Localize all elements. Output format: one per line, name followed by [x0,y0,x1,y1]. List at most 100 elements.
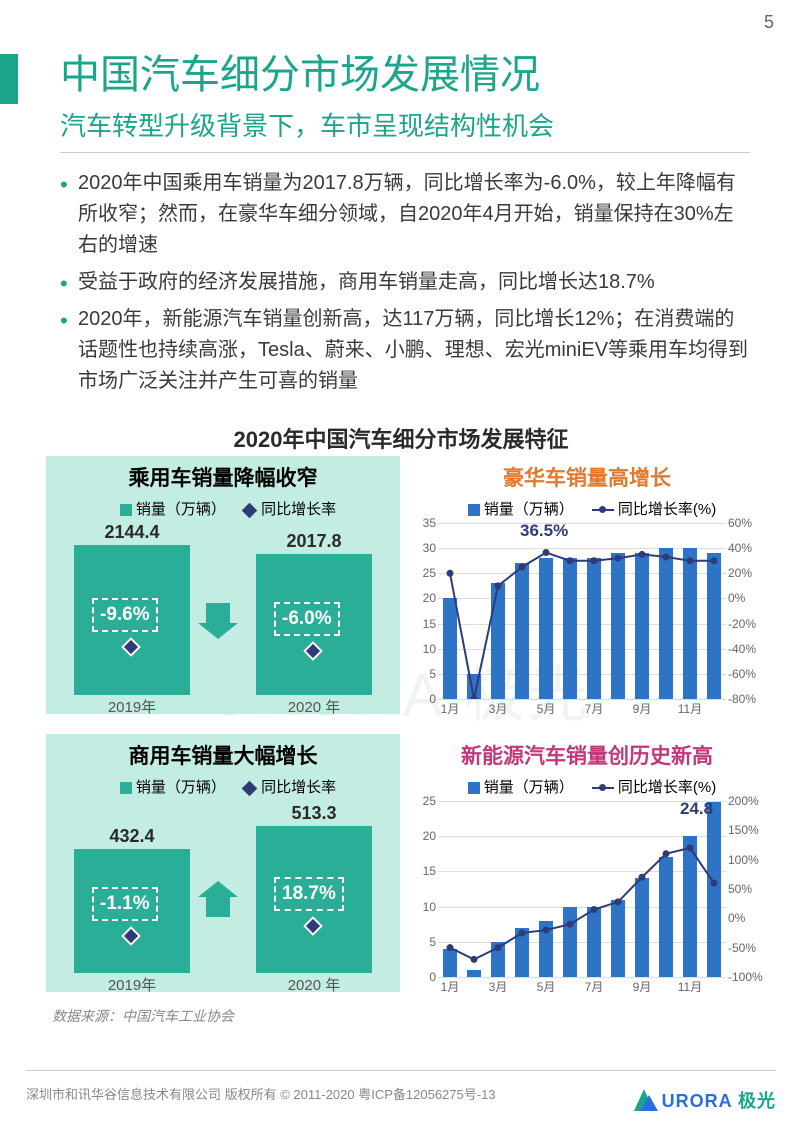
legend-swatch-line [592,509,614,511]
legend-label: 销量（万辆） [136,501,226,518]
panel-luxury-growth: 豪华车销量高增长 销量（万辆） 同比增长率(%) 05101520253035-… [410,456,764,714]
y-tick-right: 0% [728,911,768,925]
y-tick-left: 15 [412,617,436,631]
x-tick: 1月 [441,978,460,995]
arrow-down-icon [206,603,238,639]
growth-callout: -9.6% [92,598,158,632]
legend-label: 销量（万辆） [136,779,226,796]
combo-chart-area: 0510152025-100%-50%0%50%100%150%200%1月3月… [410,801,764,997]
legend-swatch-growth [242,502,258,518]
copyright-footer: 深圳市和讯华谷信息技术有限公司 版权所有 © 2011-2020 粤ICP备12… [26,1084,496,1103]
bar-chart-area: 2144.42019年-9.6%2017.82020 年-6.0% [46,523,400,719]
legend-swatch-volume [468,504,480,516]
bar-x-label: 2020 年 [256,974,372,995]
y-tick-right: 200% [728,794,768,808]
y-tick-left: 10 [412,642,436,656]
panel-title: 乘用车销量降幅收窄 [46,456,400,496]
page-title: 中国汽车细分市场发展情况 [60,42,540,100]
panel-legend: 销量（万辆） 同比增长率(%) [410,774,764,801]
y-tick-left: 20 [412,829,436,843]
bullet-item: 2020年，新能源汽车销量创新高，达117万辆，同比增长12%；在消费端的话题性… [60,304,750,397]
y-tick-right: 100% [728,853,768,867]
y-tick-left: 5 [412,667,436,681]
legend-label: 同比增长率(%) [618,501,716,518]
y-tick-right: 0% [728,591,768,605]
panel-legend: 销量（万辆） 同比增长率 [46,496,400,523]
y-tick-right: -20% [728,617,768,631]
y-tick-left: 35 [412,516,436,530]
arrow-up-icon [206,881,238,917]
growth-callout: -6.0% [274,602,340,636]
logo-text: URORA 极光 [662,1087,776,1113]
y-tick-left: 5 [412,935,436,949]
bullet-item: 2020年中国乘用车销量为2017.8万辆，同比增长率为-6.0%，较上年降幅有… [60,168,750,261]
x-tick: 7月 [585,978,604,995]
panel-legend: 销量（万辆） 同比增长率(%) [410,496,764,523]
y-tick-left: 15 [412,864,436,878]
x-tick: 9月 [633,978,652,995]
bullet-list: 2020年中国乘用车销量为2017.8万辆，同比增长率为-6.0%，较上年降幅有… [60,168,750,403]
x-tick: 7月 [585,700,604,717]
y-tick-left: 25 [412,566,436,580]
y-tick-right: -100% [728,970,768,984]
legend-swatch-volume [120,504,132,516]
legend-label: 同比增长率 [261,501,336,518]
legend-label: 销量（万辆） [484,501,574,518]
title-underline [60,152,750,153]
y-tick-right: -80% [728,692,768,706]
x-tick: 9月 [633,700,652,717]
y-tick-right: 60% [728,516,768,530]
panel-passenger-sales: 乘用车销量降幅收窄 销量（万辆） 同比增长率 2144.42019年-9.6%2… [46,456,400,714]
growth-callout: -1.1% [92,887,158,921]
legend-label: 同比增长率 [261,779,336,796]
growth-callout: 18.7% [274,877,344,911]
panel-title: 豪华车销量高增长 [410,456,764,496]
y-tick-left: 25 [412,794,436,808]
section-title: 2020年中国汽车细分市场发展特征 [0,422,802,454]
x-tick: 11月 [678,978,702,995]
bullet-item: 受益于政府的经济发展措施，商用车销量走高，同比增长达18.7% [60,267,750,298]
trend-line [438,801,726,977]
x-tick: 3月 [489,978,508,995]
footer-rule [26,1070,776,1071]
trend-line [438,523,726,699]
y-tick-right: 40% [728,541,768,555]
y-tick-left: 0 [412,692,436,706]
y-tick-right: 150% [728,823,768,837]
chart-annotation: 24.8 [680,799,713,819]
y-tick-left: 20 [412,591,436,605]
legend-label: 销量（万辆） [484,779,574,796]
legend-swatch-growth [242,780,258,796]
y-tick-left: 10 [412,900,436,914]
y-tick-right: -40% [728,642,768,656]
panel-title: 商用车销量大幅增长 [46,734,400,774]
x-tick: 5月 [537,978,556,995]
bar-x-label: 2019年 [74,974,190,995]
legend-swatch-line [592,787,614,789]
y-tick-left: 0 [412,970,436,984]
legend-swatch-volume [468,782,480,794]
panel-title: 新能源汽车销量创历史新高 [410,734,764,774]
y-tick-right: -50% [728,941,768,955]
logo-icon [634,1089,654,1111]
y-tick-right: 50% [728,882,768,896]
data-source: 数据来源：中国汽车工业协会 [52,1006,234,1026]
legend-label: 同比增长率(%) [618,779,716,796]
bar-value-label: 432.4 [74,826,190,847]
panel-commercial-growth: 商用车销量大幅增长 销量（万辆） 同比增长率 432.42019年-1.1%51… [46,734,400,992]
y-tick-right: 20% [728,566,768,580]
legend-swatch-volume [120,782,132,794]
x-tick: 5月 [537,700,556,717]
bar-value-label: 2144.4 [74,522,190,543]
chart-annotation: 36.5% [520,521,568,541]
page-number: 5 [764,12,774,33]
x-tick: 3月 [489,700,508,717]
title-accent-bar [0,54,18,104]
x-tick: 1月 [441,700,460,717]
page-subtitle: 汽车转型升级背景下，车市呈现结构性机会 [60,106,554,143]
x-tick: 11月 [678,700,702,717]
y-tick-left: 30 [412,541,436,555]
panel-legend: 销量（万辆） 同比增长率 [46,774,400,801]
bar-chart-area: 432.42019年-1.1%513.32020 年18.7% [46,801,400,997]
y-tick-right: -60% [728,667,768,681]
